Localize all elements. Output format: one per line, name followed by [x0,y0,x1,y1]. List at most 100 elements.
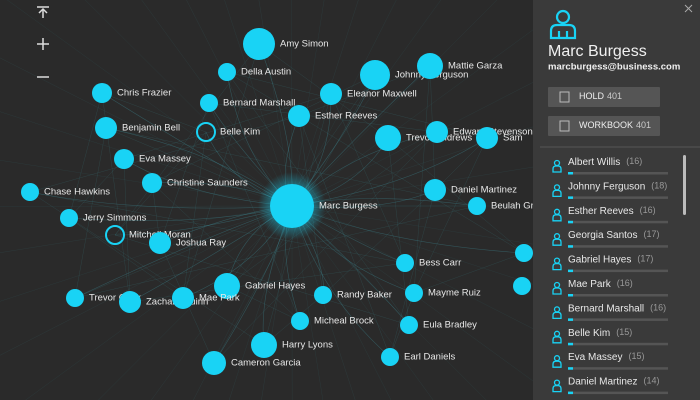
person-row[interactable]: Belle Kim (15) [552,327,668,346]
edge [261,205,293,400]
person-row[interactable]: Mae Park (16) [552,278,668,297]
node-label: Christine Saunders [167,178,248,189]
person-count: (17) [637,254,653,264]
person-row[interactable]: Bernard Marshall (16) [552,303,668,321]
fit-button[interactable] [37,6,49,18]
action-button[interactable] [548,87,660,107]
zoom-in-button[interactable] [37,38,49,50]
person-name-text: Albert Willis [568,157,620,168]
node[interactable] [149,232,171,254]
edge [74,127,107,299]
edge [330,93,406,264]
person-row[interactable]: Daniel Martinez (14) [552,376,668,395]
edge [413,252,525,294]
node-label: Harry Lyons [282,340,333,351]
node[interactable] [66,289,84,307]
node[interactable] [320,83,342,105]
node[interactable] [314,286,332,304]
node[interactable] [400,316,418,334]
person-name: Belle Kim (15) [568,327,632,338]
node[interactable] [172,287,194,309]
progress-fill [568,220,573,224]
node[interactable] [424,179,446,201]
node[interactable] [396,254,414,272]
person-name: Daniel Martinez (14) [568,376,660,387]
edge [291,205,356,400]
node-label: Mae Park [199,293,240,304]
action-button[interactable] [548,116,660,136]
person-icon [552,262,562,271]
person-name-text: Belle Kim [568,327,610,338]
progress-track [568,196,668,199]
edge [291,0,325,207]
node[interactable] [21,183,39,201]
node[interactable] [243,28,275,60]
node[interactable] [513,277,531,295]
edge [186,0,293,207]
button-count: 401 [636,120,651,130]
edge [322,189,436,296]
person-row[interactable]: Gabriel Hayes (17) [552,254,668,273]
person-count: (16) [617,278,633,288]
person-row[interactable]: Esther Reeves (16) [552,205,668,224]
node-label: Beulah Gr [491,201,534,212]
node[interactable] [381,348,399,366]
node[interactable] [196,122,216,142]
node-label: Micheal Brock [314,316,374,327]
scrollbar[interactable] [683,155,686,215]
progress-track [568,172,668,175]
node[interactable] [251,332,277,358]
node[interactable] [288,105,310,127]
close-button[interactable] [684,4,693,13]
edge [68,92,103,219]
button-text: HOLD [579,91,605,101]
node[interactable] [142,173,162,193]
node[interactable] [119,291,141,313]
node[interactable] [291,312,309,330]
node[interactable] [60,209,78,227]
node[interactable] [468,197,486,215]
edge [101,92,207,133]
person-icon [552,214,562,222]
node[interactable] [92,83,112,103]
progress-track [568,367,668,370]
node[interactable] [426,121,448,143]
person-row[interactable]: Albert Willis (16) [552,156,668,175]
edge [291,205,324,400]
edge [226,131,438,287]
edge [74,205,478,299]
node[interactable] [515,244,533,262]
person-icon [552,384,562,393]
node[interactable] [105,225,125,245]
node[interactable] [95,117,117,139]
node[interactable] [214,273,240,299]
edge [193,205,293,400]
person-row[interactable]: Eva Massey (15) [552,352,668,370]
node-label: Sam [503,133,523,144]
edge [291,205,434,400]
node[interactable] [202,351,226,375]
node[interactable] [417,53,443,79]
edge [159,102,210,244]
node[interactable] [375,125,401,151]
progress-track [568,220,668,224]
button-count: 401 [607,91,622,101]
node[interactable] [270,184,314,228]
profile-email: marcburgess@business.com [548,62,680,73]
edge [413,65,431,294]
node[interactable] [114,149,134,169]
node[interactable] [218,63,236,81]
node[interactable] [405,284,423,302]
edge [0,205,293,356]
node[interactable] [476,127,498,149]
node-label: Della Austin [241,67,291,78]
person-name: Albert Willis (16) [568,156,642,167]
edge [413,137,488,294]
node[interactable] [200,94,218,112]
person-icon [552,311,562,320]
person-row[interactable]: Johnny Ferguson (18) [552,181,668,199]
person-row[interactable]: Georgia Santos (17) [552,230,668,248]
node[interactable] [360,60,390,90]
